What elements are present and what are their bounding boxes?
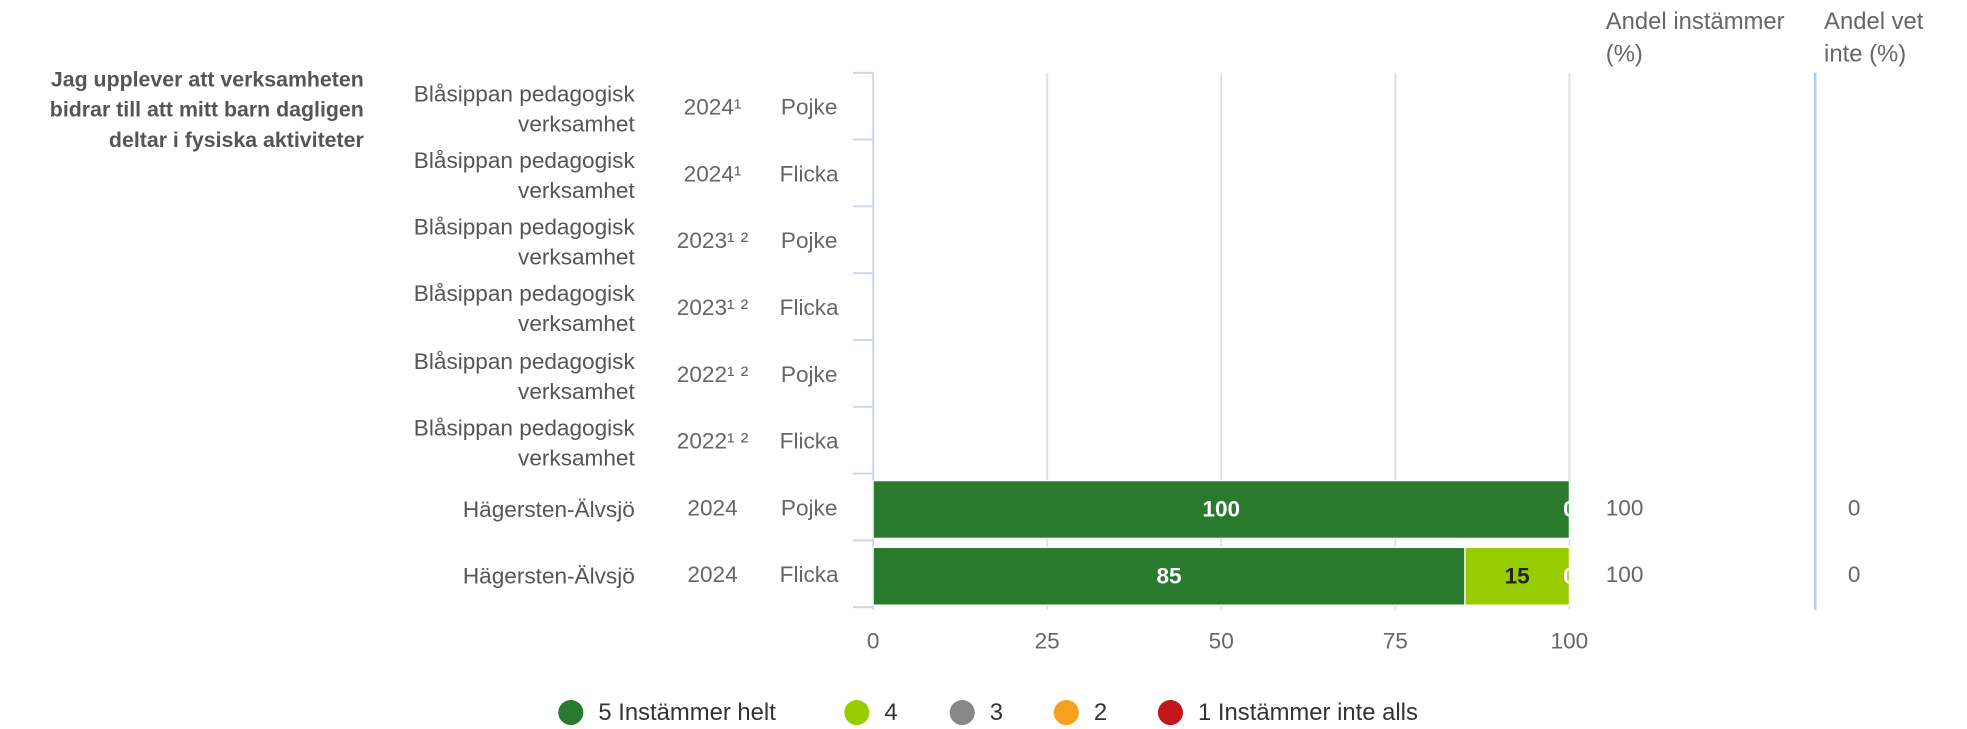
year-label: 2022¹ ² <box>677 362 749 387</box>
group-label: Pojke <box>781 228 837 253</box>
legend-label: 1 Instämmer inte alls <box>1198 699 1418 726</box>
legend-label: 4 <box>884 699 897 726</box>
group-label: Pojke <box>781 95 837 120</box>
category-label: Hägersten-Älvsjö <box>462 563 635 589</box>
x-tick-label: 25 <box>1035 628 1060 653</box>
column-header: Andel vet inte (%) <box>1824 8 1924 68</box>
year-label: 2023¹ ² <box>677 228 749 253</box>
legend-marker <box>558 700 584 726</box>
legend-label: 3 <box>990 699 1003 726</box>
group-label: Flicka <box>780 429 839 454</box>
group-label: Flicka <box>780 161 839 186</box>
category-label: Blåsippan pedagogisk verksamhet <box>413 147 635 204</box>
data-label: 15 <box>1505 564 1530 589</box>
data-label: 0 <box>1563 564 1576 589</box>
category-label: Blåsippan pedagogisk verksamhet <box>413 348 635 404</box>
data-label: 0 <box>1563 497 1576 522</box>
year-label: 2024 <box>687 495 737 520</box>
group-label: Flicka <box>780 562 839 587</box>
column-value: 0 <box>1848 495 1861 520</box>
data-label: 100 <box>1202 497 1240 522</box>
group-label: Pojke <box>781 495 837 520</box>
legend-label: 5 Instämmer helt <box>598 699 776 726</box>
column-value: 0 <box>1848 562 1861 587</box>
category-label: Blåsippan pedagogisk verksamhet <box>413 81 635 137</box>
x-tick-label: 75 <box>1383 628 1408 653</box>
data-label: 85 <box>1156 564 1181 589</box>
year-label: 2022¹ ² <box>677 429 749 454</box>
year-label: 2024¹ <box>684 95 742 120</box>
x-tick-label: 0 <box>867 628 880 653</box>
legend-marker <box>1053 700 1079 726</box>
x-tick-label: 100 <box>1551 628 1589 653</box>
legend-marker <box>1157 700 1183 726</box>
category-label: Hägersten-Älvsjö <box>462 496 635 523</box>
column-value: 100 <box>1606 562 1644 587</box>
year-label: 2024 <box>687 562 737 587</box>
column-header: Andel instämmer (%) <box>1605 8 1785 68</box>
bar-segment <box>872 480 1571 539</box>
question: Jag upplever att verksamheten bidrar til… <box>49 67 364 152</box>
bar-segment <box>872 546 1466 606</box>
bar-segment <box>1464 546 1571 606</box>
category-label: Blåsippan pedagogisk verksamhet <box>413 214 635 270</box>
category-label: Blåsippan pedagogisk verksamhet <box>413 281 635 337</box>
legend-label: 2 <box>1094 699 1107 726</box>
category-label: Blåsippan pedagogisk verksamhet <box>413 415 635 471</box>
year-label: 2023¹ ² <box>677 295 749 320</box>
legend-marker <box>949 700 975 726</box>
group-label: Pojke <box>781 362 837 387</box>
group-label: Flicka <box>780 295 839 320</box>
x-tick-label: 50 <box>1209 628 1234 653</box>
legend-marker <box>844 700 870 726</box>
column-value: 100 <box>1606 495 1644 520</box>
year-label: 2024¹ <box>684 161 742 186</box>
